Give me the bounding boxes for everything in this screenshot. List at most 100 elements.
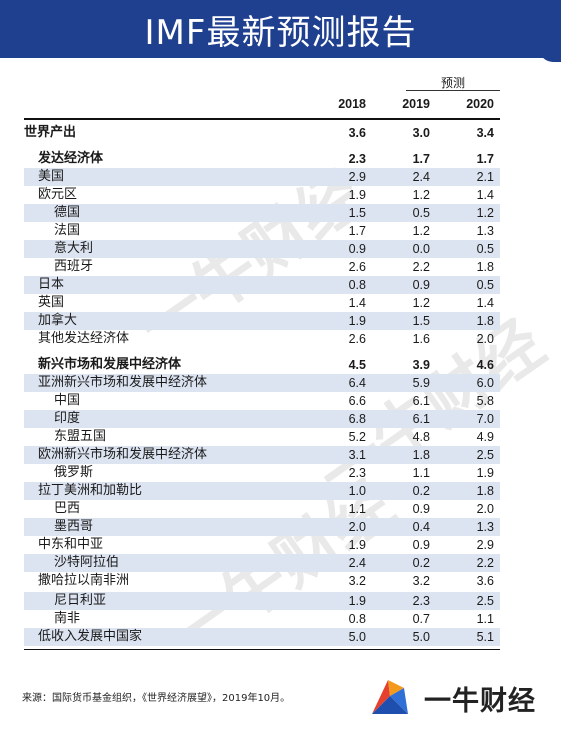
value-cell-2019: 6.1: [412, 394, 430, 408]
value-cell-2019: 5.0: [412, 630, 430, 644]
value-cell-2020: 4.9: [476, 430, 494, 444]
value-cell-2018: 6.4: [348, 376, 366, 390]
row-label: 南非: [54, 611, 81, 626]
row-label: 俄罗斯: [54, 465, 94, 480]
value-cell-2019: 1.6: [412, 332, 430, 346]
value-cell-2020: 3.6: [476, 574, 494, 588]
row-label: 意大利: [54, 241, 94, 256]
value-cell-2020: 1.9: [476, 466, 494, 480]
page-title: IMF最新预测报告: [144, 12, 417, 53]
value-cell-2020: 2.5: [476, 594, 494, 608]
value-cell-2019: 1.5: [412, 314, 430, 328]
forecast-label: 预测: [440, 76, 465, 90]
value-cell-2019: 0.9: [412, 538, 430, 552]
value-cell-2019: 0.4: [412, 520, 430, 534]
table-row: 亚洲新兴市场和发展中经济体 6.4 5.9 6.0: [24, 374, 500, 392]
forecast-underline: [406, 90, 500, 91]
value-cell-2018: 3.2: [348, 574, 366, 588]
value-cell-2018: 1.7: [348, 224, 366, 238]
value-cell-2018: 0.9: [348, 242, 366, 256]
table-row: 加拿大 1.9 1.5 1.8: [24, 312, 500, 330]
value-cell-2019: 1.2: [412, 224, 430, 238]
value-cell-2020: 2.1: [476, 170, 494, 184]
table-row: 西班牙 2.6 2.2 1.8: [24, 258, 500, 276]
year-header: 2020: [466, 97, 494, 111]
value-cell-2018: 2.3: [348, 152, 366, 166]
value-cell-2018: 2.6: [348, 332, 366, 346]
value-cell-2020: 0.5: [476, 242, 494, 256]
table-row: 意大利 0.9 0.0 0.5: [24, 240, 500, 258]
value-cell-2019: 5.9: [412, 376, 430, 390]
value-cell-2019: 2.2: [412, 260, 430, 274]
row-label: 欧元区: [38, 187, 78, 202]
value-cell-2018: 1.9: [348, 538, 366, 552]
header-bar: IMF最新预测报告: [0, 0, 561, 58]
value-cell-2019: 1.2: [412, 188, 430, 202]
row-label: 墨西哥: [54, 519, 94, 534]
value-cell-2018: 3.6: [348, 126, 366, 140]
value-cell-2020: 2.0: [476, 332, 494, 346]
table-row: 英国 1.4 1.2 1.4: [24, 294, 500, 312]
table-row: 沙特阿拉伯 2.4 0.2 2.2: [24, 554, 500, 572]
value-cell-2019: 0.9: [412, 502, 430, 516]
value-cell-2020: 1.3: [476, 224, 494, 238]
table-row: 拉丁美洲和加勒比 1.0 0.2 1.8: [24, 482, 500, 500]
value-cell-2020: 4.6: [476, 358, 494, 372]
value-cell-2018: 1.4: [348, 296, 366, 310]
value-cell-2019: 3.9: [412, 358, 430, 372]
table-row: 中东和中亚 1.9 0.9 2.9: [24, 536, 500, 554]
row-label: 其他发达经济体: [38, 331, 130, 346]
value-cell-2019: 2.4: [412, 170, 430, 184]
value-cell-2019: 4.8: [412, 430, 430, 444]
value-cell-2020: 7.0: [476, 412, 494, 426]
value-cell-2018: 1.9: [348, 594, 366, 608]
value-cell-2018: 2.0: [348, 520, 366, 534]
value-cell-2019: 0.9: [412, 278, 430, 292]
row-label: 日本: [38, 277, 65, 292]
row-label: 沙特阿拉伯: [54, 555, 120, 570]
value-cell-2020: 2.2: [476, 556, 494, 570]
table-row: 俄罗斯 2.3 1.1 1.9: [24, 464, 500, 482]
value-cell-2018: 1.5: [348, 206, 366, 220]
table-row: 发达经济体 2.3 1.7 1.7: [24, 150, 500, 168]
table-row: 欧洲新兴市场和发展中经济体 3.1 1.8 2.5: [24, 446, 500, 464]
table-row: 世界产出 3.6 3.0 3.4: [24, 124, 500, 142]
table-row: 德国 1.5 0.5 1.2: [24, 204, 500, 222]
table-row: 尼日利亚 1.9 2.3 2.5: [24, 592, 500, 610]
value-cell-2019: 0.7: [412, 612, 430, 626]
row-label: 巴西: [54, 501, 81, 516]
value-cell-2019: 0.2: [412, 556, 430, 570]
table-row: 印度 6.8 6.1 7.0: [24, 410, 500, 428]
value-cell-2018: 5.2: [348, 430, 366, 444]
value-cell-2020: 1.8: [476, 314, 494, 328]
value-cell-2019: 1.2: [412, 296, 430, 310]
value-cell-2019: 1.7: [412, 152, 430, 166]
row-label: 新兴市场和发展中经济体: [38, 357, 182, 372]
value-cell-2019: 2.3: [412, 594, 430, 608]
value-cell-2019: 0.5: [412, 206, 430, 220]
table-row: 欧元区 1.9 1.2 1.4: [24, 186, 500, 204]
table-top-rule: [24, 118, 500, 120]
row-label: 尼日利亚: [54, 593, 107, 608]
table-row: 中国 6.6 6.1 5.8: [24, 392, 500, 410]
value-cell-2020: 1.4: [476, 188, 494, 202]
table-row: 南非 0.8 0.7 1.1: [24, 610, 500, 628]
value-cell-2019: 1.8: [412, 448, 430, 462]
value-cell-2020: 1.2: [476, 206, 494, 220]
value-cell-2018: 4.5: [348, 358, 366, 372]
value-cell-2018: 0.8: [348, 278, 366, 292]
value-cell-2019: 0.0: [412, 242, 430, 256]
value-cell-2020: 1.4: [476, 296, 494, 310]
value-cell-2019: 3.2: [412, 574, 430, 588]
row-label: 世界产出: [24, 125, 77, 140]
value-cell-2020: 1.8: [476, 484, 494, 498]
value-cell-2019: 3.0: [412, 126, 430, 140]
row-label: 中国: [54, 393, 81, 408]
header-corner: [539, 44, 561, 62]
value-cell-2018: 1.9: [348, 188, 366, 202]
row-label: 中东和中亚: [38, 537, 104, 552]
value-cell-2020: 5.8: [476, 394, 494, 408]
row-label: 撒哈拉以南非洲: [38, 573, 130, 588]
table-row: 其他发达经济体 2.6 1.6 2.0: [24, 330, 500, 348]
table-row: 撒哈拉以南非洲 3.2 3.2 3.6: [24, 572, 500, 590]
